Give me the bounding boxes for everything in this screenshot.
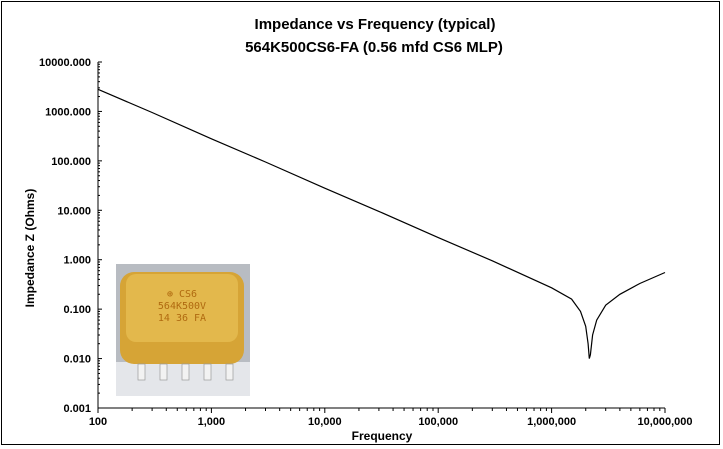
y-tick-label: 0.001	[63, 403, 91, 415]
y-axis-label: Impedance Z (Ohms)	[23, 189, 37, 308]
x-tick-label: 100,000	[418, 416, 458, 428]
y-tick-label: 10.000	[57, 205, 91, 217]
capacitor-pin	[159, 363, 168, 381]
capacitor-pin	[203, 363, 212, 381]
y-tick-label: 0.100	[63, 304, 91, 316]
x-tick-label: 100	[89, 416, 107, 428]
x-tick-label: 10,000,000	[637, 416, 692, 428]
capacitor-pin	[137, 363, 146, 381]
chart-title: Impedance vs Frequency (typical)	[255, 16, 496, 33]
y-tick-label: 100.000	[51, 156, 91, 168]
capacitor-pin	[225, 363, 234, 381]
x-tick-label: 1,000	[198, 416, 226, 428]
y-tick-label: 0.010	[63, 354, 91, 366]
chart-subtitle: 564K500CS6-FA (0.56 mfd CS6 MLP)	[245, 39, 503, 56]
axes	[97, 61, 666, 413]
capacitor-marking-line-1: ⊕ CS6	[167, 289, 197, 300]
y-tick-label: 1000.000	[45, 106, 91, 118]
capacitor-top-face	[126, 274, 238, 342]
capacitor-marking-line-3: 14 36 FA	[158, 313, 206, 324]
capacitor-photo: ⊕ CS6 564K500V 14 36 FA	[116, 264, 250, 396]
y-tick-label: 1.000	[63, 255, 91, 267]
x-tick-label: 1,000,000	[527, 416, 576, 428]
capacitor-pin	[181, 363, 190, 381]
x-axis-label: Frequency	[352, 429, 413, 443]
impedance-curve	[97, 88, 666, 359]
y-tick-label: 10000.000	[39, 57, 91, 69]
y-tick-labels: 0.001 0.010 0.100 1.000 10.000 100.000 1000.00…	[39, 57, 91, 415]
capacitor-marking-line-2: 564K500V	[158, 301, 206, 312]
capacitor-pins	[137, 363, 234, 381]
x-tick-label: 10,000	[308, 416, 342, 428]
x-tick-labels: 100 1,000 10,000 100,000 1,000,000 10,000,000	[89, 416, 693, 428]
